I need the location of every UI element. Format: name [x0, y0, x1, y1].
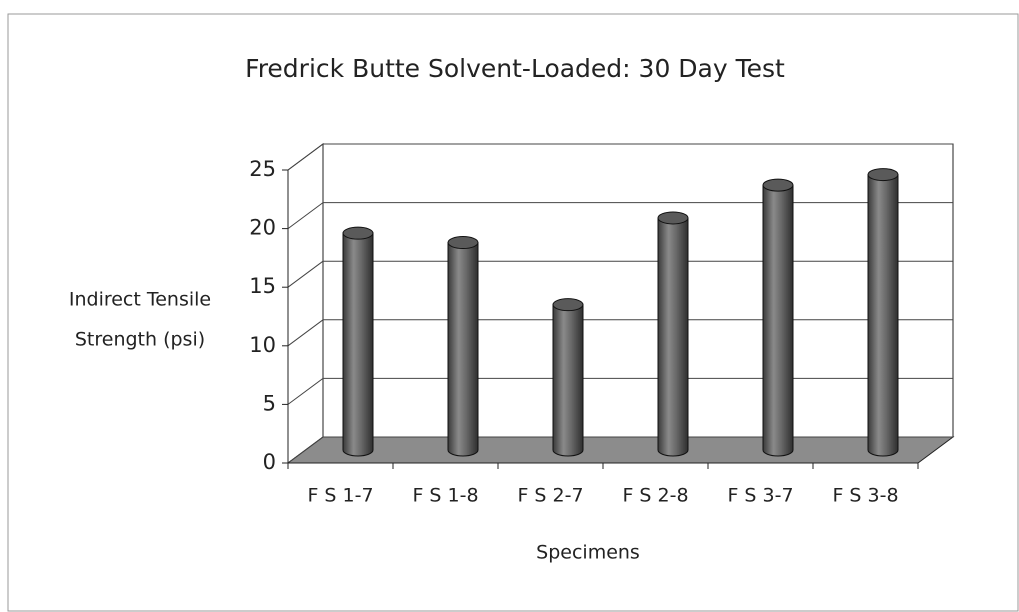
grid-line: [287, 319, 324, 347]
y-tick-label: 5: [263, 391, 276, 415]
x-axis-label: Specimens: [536, 542, 640, 564]
bar: [867, 174, 899, 457]
bar-cap: [342, 226, 374, 240]
back-wall: [322, 143, 954, 438]
y-tick-label: 15: [249, 274, 276, 298]
bar-cap: [867, 168, 899, 182]
chart-title: Fredrick Butte Solvent-Loaded: 30 Day Te…: [245, 54, 785, 83]
bar-cap: [447, 236, 479, 250]
bar: [342, 232, 374, 457]
grid-line: [287, 202, 324, 230]
bar: [447, 242, 479, 457]
x-tick-label: F S 2-8: [622, 485, 688, 507]
x-tick-label: F S 1-7: [307, 485, 373, 507]
bar: [657, 217, 689, 457]
bar-cap: [762, 178, 794, 192]
x-tick-label: F S 3-8: [832, 485, 898, 507]
y-axis-label: Strength (psi): [75, 329, 205, 351]
grid-line: [287, 143, 324, 171]
grid-line: [287, 260, 324, 288]
y-tick-label: 25: [249, 157, 276, 181]
grid-line: [287, 377, 324, 405]
y-tick-label: 10: [249, 333, 276, 357]
x-tick-label: F S 2-7: [517, 485, 583, 507]
side-wall: [287, 143, 324, 464]
y-axis-label: Indirect Tensile: [69, 289, 211, 311]
bar: [762, 184, 794, 457]
x-tick-label: F S 3-7: [727, 485, 793, 507]
grid-line: [287, 436, 324, 464]
x-tick-label: F S 1-8: [412, 485, 478, 507]
bar-cap: [657, 211, 689, 225]
y-tick-label: 20: [249, 216, 276, 240]
bar-cap: [552, 298, 584, 312]
y-tick-label: 0: [263, 450, 276, 474]
bar: [552, 304, 584, 457]
floor: [286, 436, 955, 464]
